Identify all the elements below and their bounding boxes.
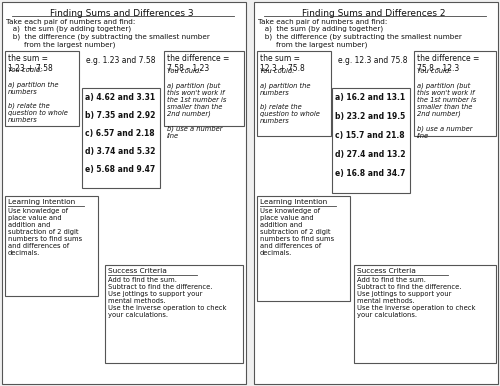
FancyBboxPatch shape (5, 51, 79, 126)
FancyBboxPatch shape (164, 51, 244, 126)
Text: Take each pair of numbers and find:
   a)  the sum (by adding together)
   b)  t: Take each pair of numbers and find: a) t… (6, 19, 210, 47)
FancyBboxPatch shape (2, 2, 246, 384)
FancyBboxPatch shape (105, 265, 243, 363)
Text: e) 5.68 and 9.47: e) 5.68 and 9.47 (85, 165, 155, 174)
Text: You could:

a) partition (but
this won't work if
the 1st number is
smaller than : You could: a) partition (but this won't … (167, 68, 226, 139)
Text: You could:

a) partition the
numbers

b) relate the
question to whole
numbers: You could: a) partition the numbers b) r… (8, 67, 68, 124)
Text: c) 6.57 and 2.18: c) 6.57 and 2.18 (85, 129, 154, 138)
Text: b) 23.2 and 19.5: b) 23.2 and 19.5 (335, 112, 405, 121)
Text: c) 15.7 and 21.8: c) 15.7 and 21.8 (335, 131, 404, 140)
FancyBboxPatch shape (82, 88, 160, 188)
FancyBboxPatch shape (257, 51, 331, 136)
Text: e.g. 12.3 and 75.8: e.g. 12.3 and 75.8 (338, 56, 407, 65)
Text: Use knowledge of
place value and
addition and
subtraction of 2 digit
numbers to : Use knowledge of place value and additio… (8, 208, 82, 256)
FancyBboxPatch shape (332, 88, 410, 193)
FancyBboxPatch shape (257, 196, 350, 301)
Text: the difference =
75.8 – 12.3: the difference = 75.8 – 12.3 (417, 54, 480, 73)
Text: Use knowledge of
place value and
addition and
subtraction of 2 digit
numbers to : Use knowledge of place value and additio… (260, 208, 334, 256)
Text: Finding Sums and Differences 2: Finding Sums and Differences 2 (302, 9, 446, 18)
FancyBboxPatch shape (5, 196, 98, 296)
Text: b) 7.35 and 2.92: b) 7.35 and 2.92 (85, 111, 156, 120)
Text: a) 16.2 and 13.1: a) 16.2 and 13.1 (335, 93, 405, 102)
Text: Success Criteria: Success Criteria (357, 268, 416, 274)
Text: e) 16.8 and 34.7: e) 16.8 and 34.7 (335, 169, 406, 178)
Text: d) 3.74 and 5.32: d) 3.74 and 5.32 (85, 147, 156, 156)
Text: Learning Intention: Learning Intention (8, 199, 75, 205)
FancyBboxPatch shape (354, 265, 496, 363)
Text: Add to find the sum.
Subtract to find the difference.
Use jottings to support yo: Add to find the sum. Subtract to find th… (108, 277, 226, 318)
Text: the difference =
7.58 – 1.23: the difference = 7.58 – 1.23 (167, 54, 230, 73)
Text: Add to find the sum.
Subtract to find the difference.
Use jottings to support yo: Add to find the sum. Subtract to find th… (357, 277, 476, 318)
Text: Finding Sums and Differences 3: Finding Sums and Differences 3 (50, 9, 194, 18)
Text: Learning Intention: Learning Intention (260, 199, 327, 205)
FancyBboxPatch shape (414, 51, 496, 136)
Text: You could:

a) partition (but
this won't work if
the 1st number is
smaller than : You could: a) partition (but this won't … (417, 68, 476, 139)
Text: Success Criteria: Success Criteria (108, 268, 167, 274)
Text: You could:

a) partition the
numbers

b) relate the
question to whole
numbers: You could: a) partition the numbers b) r… (260, 68, 320, 124)
Text: the sum =
12.3 + 75.8: the sum = 12.3 + 75.8 (260, 54, 305, 73)
Text: Take each pair of numbers and find:
   a)  the sum (by adding together)
   b)  t: Take each pair of numbers and find: a) t… (258, 19, 462, 47)
Text: a) 4.62 and 3.31: a) 4.62 and 3.31 (85, 93, 155, 102)
Text: the sum =
1.23 + 7.58: the sum = 1.23 + 7.58 (8, 54, 53, 73)
Text: d) 27.4 and 13.2: d) 27.4 and 13.2 (335, 150, 406, 159)
FancyBboxPatch shape (254, 2, 498, 384)
Text: e.g. 1.23 and 7.58: e.g. 1.23 and 7.58 (86, 56, 156, 65)
